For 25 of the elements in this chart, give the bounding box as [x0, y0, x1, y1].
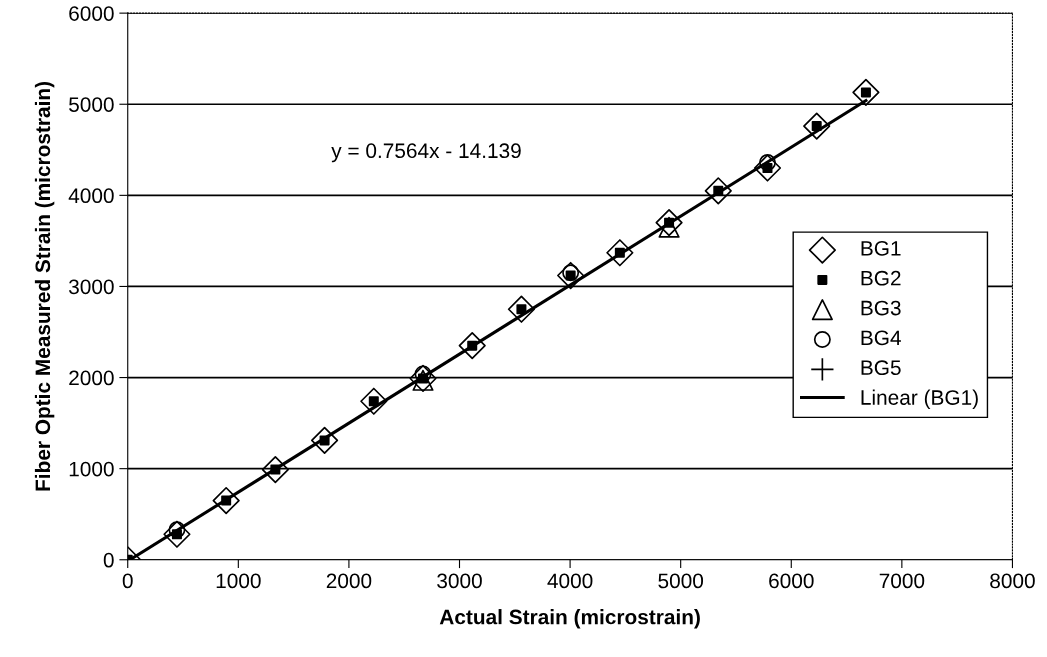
x-tick-label: 1000 [216, 573, 261, 589]
x-tick-label: 3000 [437, 573, 482, 589]
legend-label: BG4 [861, 330, 901, 346]
y-tick-label: 0 [103, 552, 114, 568]
x-tick-label: 7000 [879, 573, 925, 589]
y-tick-label: 2000 [69, 370, 114, 386]
y-tick-label: 3000 [68, 279, 114, 295]
x-tick-label: 8000 [990, 573, 1035, 589]
x-tick-label: 5000 [658, 573, 704, 589]
y-tick-label: 1000 [69, 461, 114, 477]
y-tick-label: 4000 [68, 188, 114, 204]
x-tick-label: 4000 [547, 573, 593, 589]
x-tick-label: 0 [122, 573, 133, 589]
legend-label: BG2 [861, 270, 901, 286]
y-tick-label: 5000 [69, 97, 114, 112]
legend-label: BG3 [861, 300, 901, 316]
y-tick-label: 6000 [69, 6, 114, 21]
legend-label: BG5 [861, 360, 901, 376]
x-tick-label: 2000 [326, 573, 372, 589]
legend-label: BG1 [861, 240, 901, 256]
x-axis-title: Actual Strain (microstrain) [439, 609, 700, 629]
annotation: y = 0.7564x - 14.139 [331, 143, 521, 163]
legend-label: Linear (BG1) [861, 389, 978, 410]
y-axis-title: Fiber Optic Measured Strain (microstrain) [34, 81, 55, 491]
x-tick-label: 6000 [769, 573, 814, 589]
